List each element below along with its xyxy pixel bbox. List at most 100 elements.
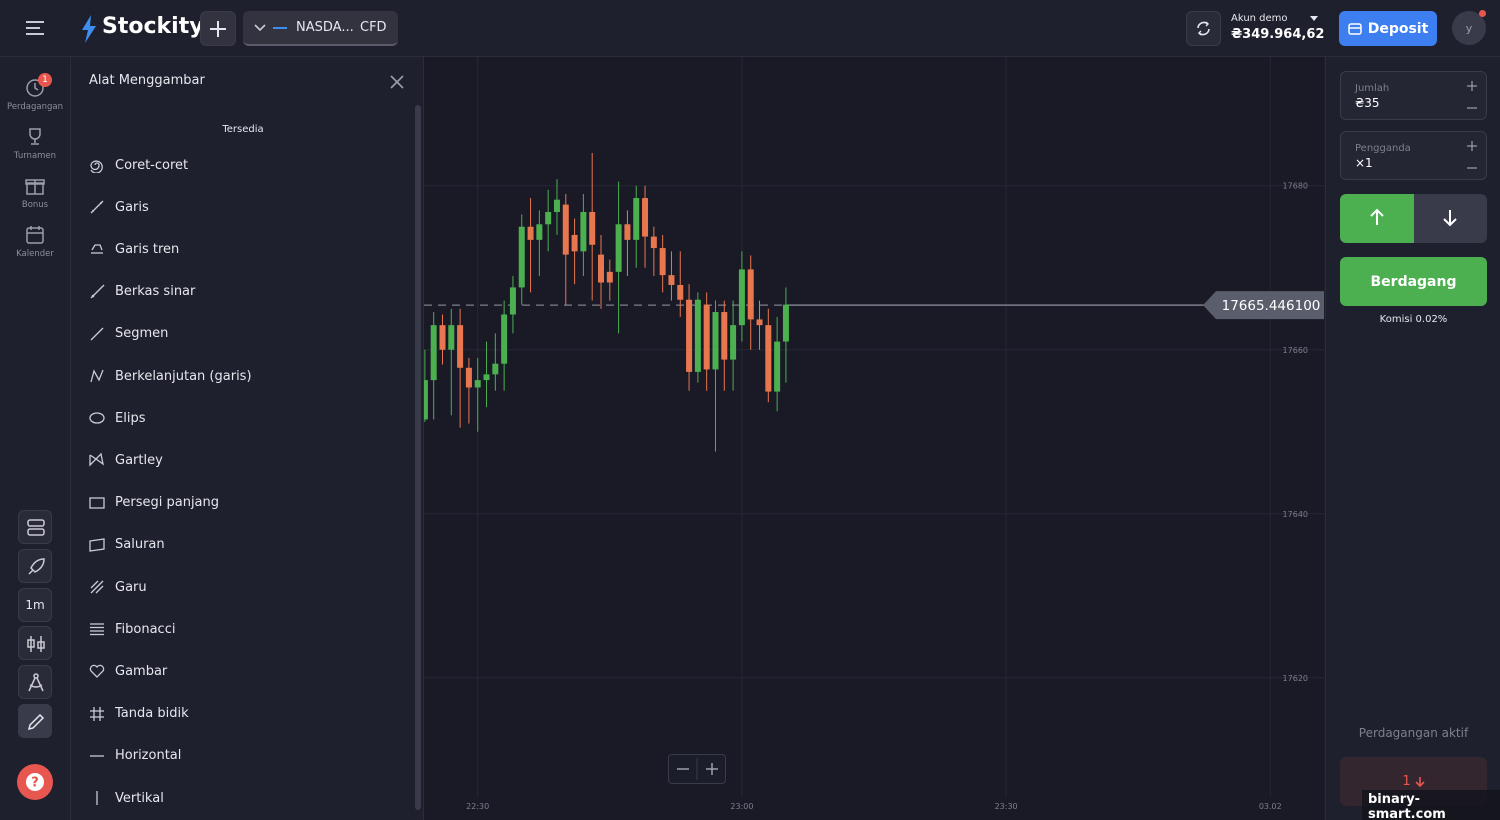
tool-item[interactable]: Saluran (89, 535, 165, 555)
scrollbar[interactable] (415, 105, 421, 810)
trade-panel: Jumlah ₴35 Pengganda ×1 Berdagang Komisi… (1325, 57, 1500, 820)
candle-body (756, 319, 763, 326)
tool-button[interactable] (18, 665, 52, 700)
tool-button-icon (27, 713, 45, 731)
tool-label: Persegi panjang (115, 495, 220, 511)
candle-body (492, 363, 499, 375)
tool-item[interactable]: Horizontal (89, 746, 181, 766)
tool-label: Segmen (115, 326, 169, 342)
tool-item[interactable]: Elips (89, 408, 145, 428)
add-asset-button[interactable] (200, 11, 236, 46)
y-tick-label: 17620 (1283, 674, 1308, 683)
tool-label: Gartley (115, 452, 163, 468)
candle-body (606, 271, 613, 283)
tool-button-icon (27, 519, 45, 536)
candle-body (527, 226, 534, 240)
tool-item[interactable]: Berkas sinar (89, 282, 195, 302)
candle-body (518, 226, 525, 288)
tool-button[interactable] (18, 626, 52, 661)
candle-body (703, 304, 710, 370)
tool-item[interactable]: Berkelanjutan (garis) (89, 366, 252, 386)
watermark: binary-smart.com (1362, 790, 1500, 820)
tool-item[interactable]: Gartley (89, 450, 163, 470)
tool-label: Gambar (115, 663, 168, 679)
tool-icon (89, 538, 105, 552)
tool-icon (90, 623, 104, 636)
tool-item[interactable]: Coret-coret (89, 155, 188, 175)
amount-field[interactable]: Jumlah ₴35 (1340, 71, 1487, 120)
tool-label: Berkas sinar (115, 284, 196, 300)
price-label-bg (1203, 291, 1324, 320)
trade-button[interactable]: Berdagang (1340, 257, 1487, 306)
tool-label: Horizontal (115, 748, 182, 764)
candle-body (712, 312, 719, 370)
candle-body (774, 341, 781, 392)
tool-icon (90, 327, 104, 341)
tool-label: Saluran (115, 537, 165, 553)
close-button[interactable] (390, 75, 404, 89)
active-trades-label: Perdagangan aktif (1358, 726, 1469, 740)
tool-icon (90, 284, 105, 299)
nav-label: Bonus (21, 200, 49, 210)
candle-body (580, 211, 587, 252)
tool-item[interactable]: Garu (89, 577, 147, 597)
help-button[interactable]: ? (17, 764, 53, 800)
tool-icon (91, 244, 103, 255)
tool-item[interactable]: Garis (89, 197, 149, 217)
account-dropdown[interactable] (1309, 15, 1319, 23)
tool-item[interactable]: Fibonacci (89, 619, 175, 639)
tool-button[interactable] (18, 704, 52, 738)
candle-body (642, 198, 649, 237)
nav-icon (26, 226, 44, 244)
tool-button[interactable] (18, 548, 52, 583)
tool-label: Garu (115, 579, 147, 595)
candle-body (439, 325, 446, 350)
candle-body (633, 198, 640, 240)
asset-selector[interactable]: NASDA... CFD (243, 11, 398, 46)
tool-label: Fibonacci (115, 621, 176, 637)
tool-icon (89, 453, 104, 467)
account-label: Akun demo (1231, 13, 1288, 24)
tool-item[interactable]: Tanda bidik (89, 704, 189, 724)
y-tick-label: 17660 (1283, 346, 1308, 355)
candle-body (694, 299, 701, 372)
x-tick-label: 23:00 (730, 802, 753, 811)
tool-icon (90, 369, 104, 383)
svg-text:?: ? (31, 776, 39, 791)
tool-item[interactable]: Gambar (89, 661, 167, 681)
logo-icon (82, 15, 96, 43)
tool-item[interactable]: Vertikal (89, 788, 164, 808)
tool-label: Garis (115, 199, 149, 215)
multiplier-value: ×1 (1355, 156, 1373, 170)
tool-item[interactable]: Persegi panjang (89, 493, 219, 513)
up-button[interactable] (1340, 194, 1414, 243)
multiplier-field[interactable]: Pengganda ×1 (1340, 131, 1487, 180)
candle-body (747, 269, 754, 320)
deposit-label: Deposit (1367, 20, 1429, 37)
deposit-button[interactable]: Deposit (1339, 11, 1437, 46)
tool-button-icon (28, 673, 44, 692)
multiplier-label: Pengganda (1355, 143, 1411, 154)
active-count: 1 (1402, 774, 1411, 789)
candle-body (782, 304, 789, 342)
nav-icon (26, 79, 44, 97)
tool-button-icon (28, 558, 45, 575)
tool-item[interactable]: Garis tren (89, 239, 179, 259)
tool-item[interactable]: Segmen (89, 324, 168, 344)
tool-icon (90, 706, 104, 721)
tool-button[interactable]: 1m (18, 587, 52, 622)
amount-value: ₴35 (1355, 96, 1380, 110)
tool-label: Elips (115, 410, 146, 426)
x-tick-label: 23:30 (995, 802, 1018, 811)
notification-dot (1479, 10, 1486, 17)
candle-body (483, 374, 490, 381)
tool-button[interactable] (18, 510, 52, 544)
candle-body (430, 325, 437, 381)
tool-icon (90, 755, 104, 757)
menu-button[interactable] (26, 20, 44, 36)
candle-body (545, 211, 552, 225)
candle-body (668, 275, 675, 285)
tool-label: Vertikal (115, 790, 164, 806)
switch-account-button[interactable] (1186, 11, 1221, 46)
down-button[interactable] (1414, 194, 1487, 243)
